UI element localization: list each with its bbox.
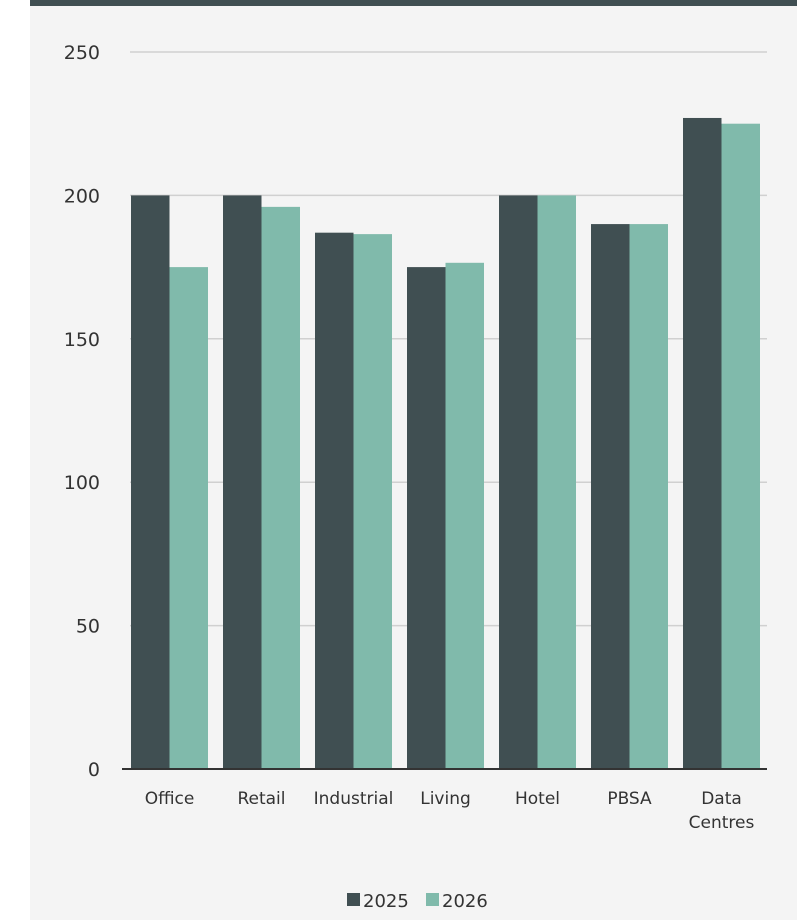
legend-swatch-2026 xyxy=(426,893,439,906)
bar-2026-industrial xyxy=(353,234,392,770)
legend: 2025 2026 xyxy=(347,891,488,912)
y-tick-label: 50 xyxy=(76,616,100,638)
bar-2026-office xyxy=(169,267,208,769)
legend-label-2026: 2026 xyxy=(442,891,488,912)
y-tick-label: 100 xyxy=(64,472,100,494)
x-tick-label: Living xyxy=(420,789,471,809)
x-tick-label: Hotel xyxy=(515,789,560,809)
bar-2026-hotel xyxy=(537,195,576,769)
x-tick-label: Industrial xyxy=(314,789,394,809)
bar-2025-hotel xyxy=(499,195,538,769)
legend-swatch-2025 xyxy=(347,893,360,906)
y-tick-label: 250 xyxy=(64,42,100,64)
y-tick-label: 200 xyxy=(64,185,100,207)
bar-2026-pbsa xyxy=(629,224,668,769)
x-axis-labels: Office Retail Industrial Living Hotel PBSA Dat… xyxy=(145,789,755,833)
bar-2025-living xyxy=(407,267,446,769)
bar-2025-industrial xyxy=(315,232,354,769)
top-border xyxy=(30,0,797,6)
x-tick-label: Retail xyxy=(237,789,285,809)
x-tick-label: Office xyxy=(145,789,195,809)
x-tick-label: PBSA xyxy=(607,789,652,809)
bar-2025-data-centres xyxy=(683,117,722,770)
y-axis-ticks: 0 50 100 150 200 250 xyxy=(64,42,100,781)
bars xyxy=(131,117,760,770)
legend-label-2025: 2025 xyxy=(363,891,409,912)
bar-2026-retail xyxy=(261,206,300,769)
y-tick-label: 0 xyxy=(88,759,100,781)
bar-2026-living xyxy=(445,262,484,769)
x-tick-label: Data xyxy=(701,789,742,809)
bar-2025-office xyxy=(131,195,170,769)
y-tick-label: 150 xyxy=(64,329,100,351)
x-tick-label: Centres xyxy=(689,813,755,833)
bar-2026-data-centres xyxy=(721,123,760,769)
bar-2025-pbsa xyxy=(591,224,630,769)
bar-2025-retail xyxy=(223,195,262,769)
